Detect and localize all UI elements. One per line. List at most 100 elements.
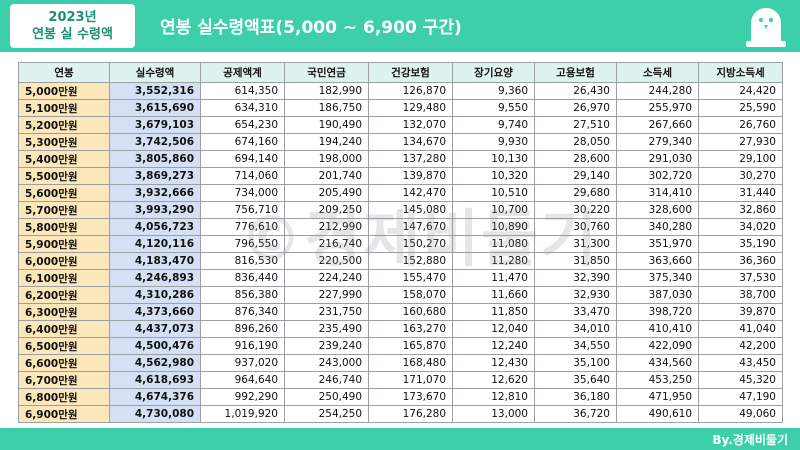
table-cell: 34,010 [534,320,617,338]
table-cell: 34,550 [534,337,617,355]
table-cell: 186,750 [284,99,369,117]
table-cell: 212,990 [284,218,369,236]
table-cell: 964,640 [200,371,285,389]
table-cell: 291,030 [616,150,699,168]
table-cell: 220,500 [284,252,369,270]
net-pay-cell: 3,679,103 [109,116,201,134]
table-cell: 126,870 [368,82,453,100]
table-cell: 158,070 [368,286,453,304]
table-cell: 152,880 [368,252,453,270]
table-row: 5,300만원 3,742,506 674,160 194,240 134,670 9,9… [18,133,783,151]
table-cell: 49,060 [698,405,783,423]
net-pay-cell: 4,183,470 [109,252,201,270]
table-cell: 182,990 [284,82,369,100]
table-cell: 205,490 [284,184,369,202]
table-cell: 30,220 [534,201,617,219]
table-cell: 328,600 [616,201,699,219]
table-cell: 31,300 [534,235,617,253]
salary-cell: 5,800만원 [18,218,110,236]
table-cell: 190,490 [284,116,369,134]
table-cell: 856,380 [200,286,285,304]
table-row: 5,700만원 3,993,290 756,710 209,250 145,080 10,… [18,201,783,219]
table-cell: 9,550 [452,99,535,117]
table-cell: 916,190 [200,337,285,355]
table-cell: 235,490 [284,320,369,338]
table-cell: 734,000 [200,184,285,202]
table-header-row: 연봉 실수령액 공제액계 국민연금 건강보험 장기요양 고용보험 소득세 지방소득세 [18,62,783,83]
salary-cell: 5,300만원 [18,133,110,151]
table-cell: 26,430 [534,82,617,100]
net-pay-cell: 4,500,476 [109,337,201,355]
table-cell: 171,070 [368,371,453,389]
table-cell: 39,870 [698,303,783,321]
table-cell: 132,070 [368,116,453,134]
table-row: 6,500만원 4,500,476 916,190 239,240 165,870 12,… [18,337,783,355]
column-header: 지방소득세 [698,62,783,83]
table-cell: 227,990 [284,286,369,304]
table-cell: 224,240 [284,269,369,287]
table-cell: 173,670 [368,388,453,406]
salary-cell: 6,600만원 [18,354,110,372]
table-cell: 836,440 [200,269,285,287]
salary-table-container: 연봉 실수령액 공제액계 국민연금 건강보험 장기요양 고용보험 소득세 지방소득세 5,000… [18,62,783,423]
table-cell: 43,450 [698,354,783,372]
table-row: 5,500만원 3,869,273 714,060 201,740 139,870 10,… [18,167,783,185]
table-cell: 150,270 [368,235,453,253]
table-cell: 422,090 [616,337,699,355]
table-cell: 714,060 [200,167,285,185]
table-cell: 139,870 [368,167,453,185]
table-cell: 387,030 [616,286,699,304]
column-header: 건강보험 [368,62,453,83]
table-cell: 243,000 [284,354,369,372]
net-pay-cell: 3,742,506 [109,133,201,151]
table-cell: 471,950 [616,388,699,406]
table-cell: 10,700 [452,201,535,219]
net-pay-cell: 3,932,666 [109,184,201,202]
table-cell: 45,320 [698,371,783,389]
net-pay-cell: 4,120,116 [109,235,201,253]
badge-subtitle: 연봉 실 수령액 [32,27,113,42]
column-header: 국민연금 [284,62,369,83]
table-cell: 209,250 [284,201,369,219]
table-cell: 876,340 [200,303,285,321]
net-pay-cell: 4,437,073 [109,320,201,338]
net-pay-cell: 4,674,376 [109,388,201,406]
net-pay-cell: 4,373,660 [109,303,201,321]
table-cell: 634,310 [200,99,285,117]
table-cell: 231,750 [284,303,369,321]
table-cell: 453,250 [616,371,699,389]
table-cell: 27,510 [534,116,617,134]
table-cell: 168,480 [368,354,453,372]
table-cell: 33,470 [534,303,617,321]
salary-cell: 6,200만원 [18,286,110,304]
table-cell: 12,620 [452,371,535,389]
table-cell: 201,740 [284,167,369,185]
salary-cell: 5,500만원 [18,167,110,185]
table-cell: 29,680 [534,184,617,202]
table-cell: 398,720 [616,303,699,321]
table-cell: 351,970 [616,235,699,253]
column-header: 실수령액 [109,62,201,83]
table-cell: 28,050 [534,133,617,151]
table-cell: 24,420 [698,82,783,100]
table-cell: 314,410 [616,184,699,202]
page-title: 연봉 실수령액표(5,000 ~ 6,900 구간) [160,18,462,38]
table-cell: 176,280 [368,405,453,423]
table-cell: 10,320 [452,167,535,185]
table-cell: 11,280 [452,252,535,270]
table-row: 6,200만원 4,310,286 856,380 227,990 158,070 11,… [18,286,783,304]
table-cell: 490,610 [616,405,699,423]
table-cell: 11,470 [452,269,535,287]
table-row: 6,300만원 4,373,660 876,340 231,750 160,680 11,… [18,303,783,321]
table-row: 5,200만원 3,679,103 654,230 190,490 132,070 9,7… [18,116,783,134]
table-cell: 163,270 [368,320,453,338]
footer-credit: By.경제비둘기 [712,433,788,447]
table-cell: 255,970 [616,99,699,117]
table-cell: 35,100 [534,354,617,372]
column-header: 소득세 [616,62,699,83]
table-cell: 28,600 [534,150,617,168]
table-cell: 31,850 [534,252,617,270]
salary-cell: 5,000만원 [18,82,110,100]
table-cell: 41,040 [698,320,783,338]
table-row: 6,100만원 4,246,893 836,440 224,240 155,470 11,… [18,269,783,287]
